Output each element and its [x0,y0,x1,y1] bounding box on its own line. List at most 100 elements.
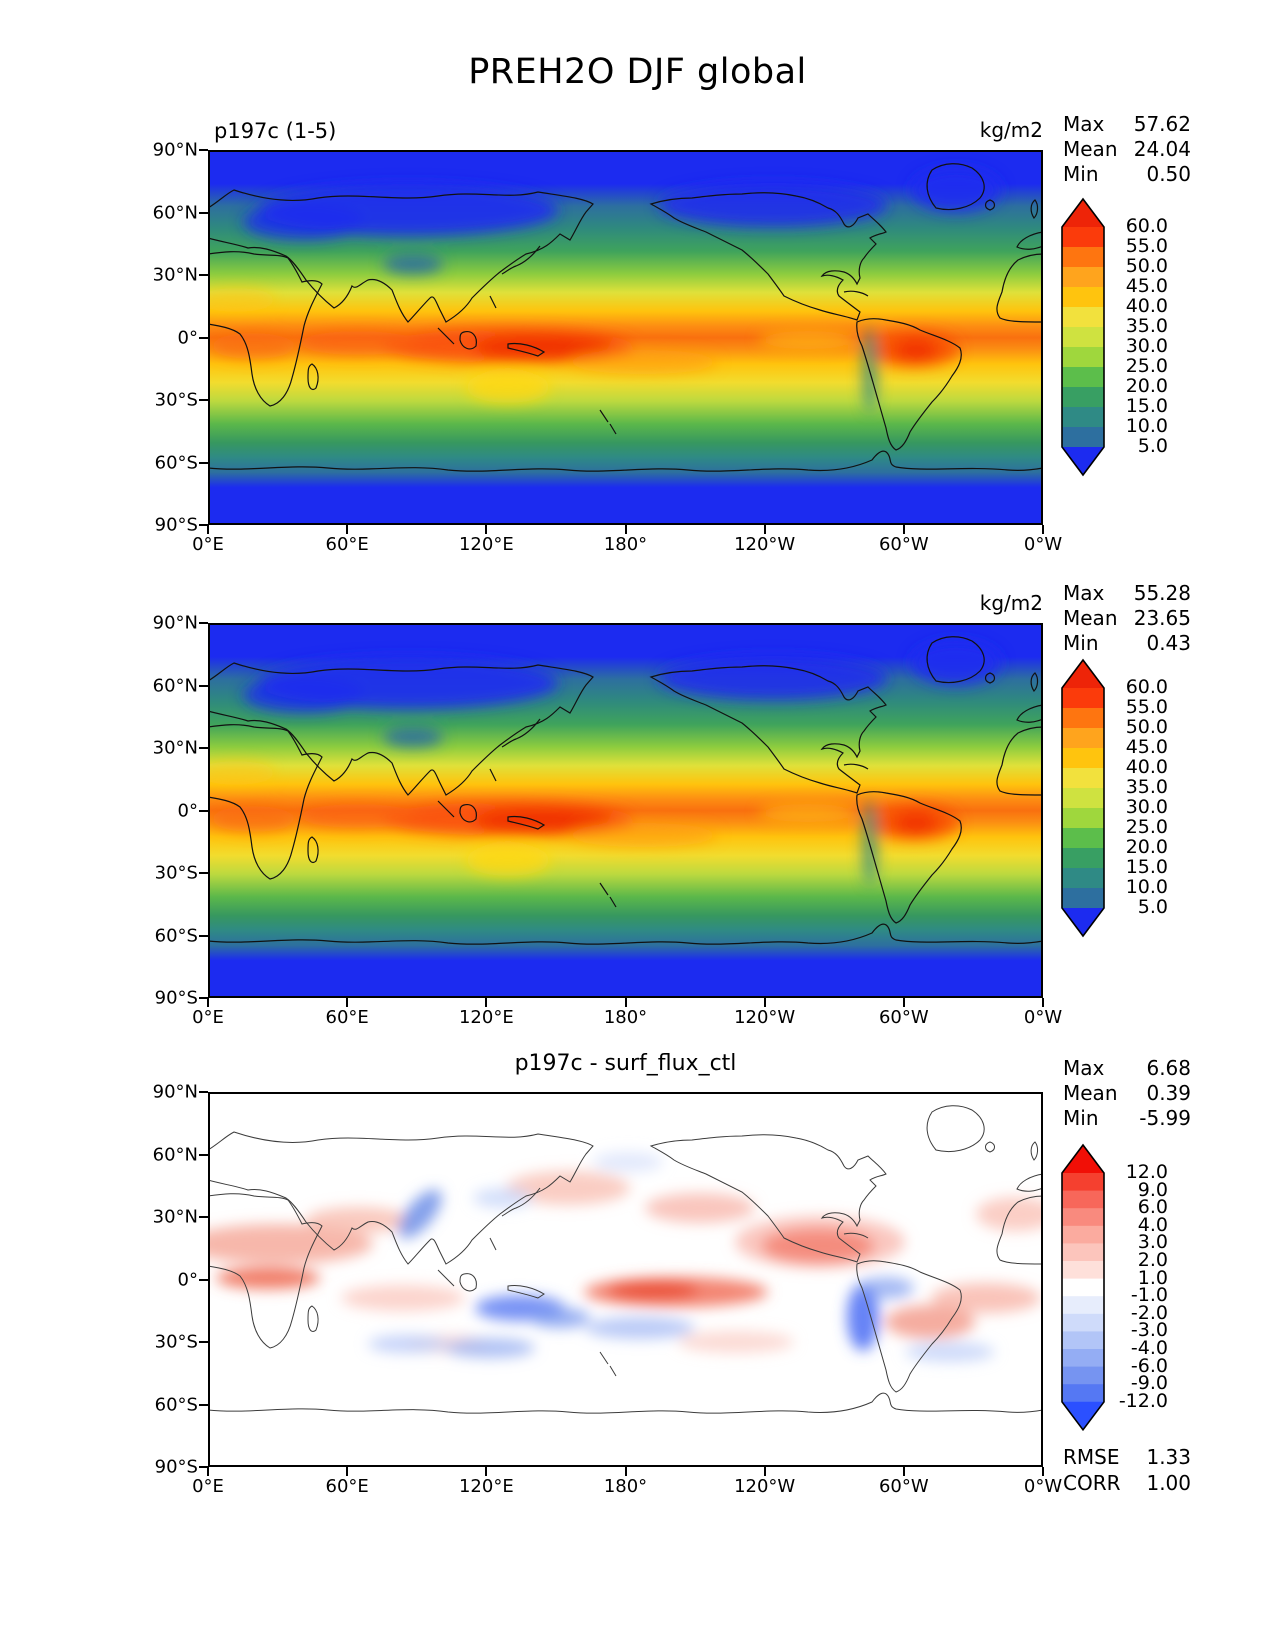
x-tick-label: 60°E [325,534,369,555]
y-tick-label: 0° [177,327,198,348]
panel3-metrics: RMSE 1.33 CORR 1.00 [1063,1444,1191,1496]
x-tick-label: 60°W [878,534,929,555]
colorbar-tick-label: 50.0 [1125,716,1168,738]
colorbar-tick-label: 45.0 [1125,736,1168,758]
map-panel-1: 0°E 60°E 120°E 180° 120°W 60°W 0°W 90°N 60°N 30°N… [153,140,1063,556]
stat-row-max: Max 55.28 [1063,581,1191,606]
colorbar-labels: 60.0 55.0 50.0 45.0 40.0 35.0 30.0 25.0 20.0 15.0… [1106,658,1168,938]
y-tick-mark [199,524,208,526]
colorbar-tick-label: 5.0 [1137,896,1168,918]
x-tick-label: 0°E [192,1476,224,1497]
stat-value: 0.43 [1146,631,1191,655]
colorbar-bar [1061,197,1105,477]
stat-row-mean: Mean 24.04 [1063,137,1191,162]
x-tick-mark [346,1467,349,1476]
x-tick-label: 0°W [1023,1476,1063,1497]
colorbar-tick-label: 25.0 [1125,816,1168,838]
y-tick-mark [199,1153,208,1156]
stat-value: 24.04 [1133,137,1191,161]
y-tick-mark [199,1091,208,1093]
y-tick-mark [199,1403,208,1406]
metric-label: CORR [1063,1471,1121,1495]
x-tick-label: 120°W [734,534,796,555]
x-tick-mark [1042,525,1044,534]
y-tick-label: 60°S [154,1394,198,1415]
stat-label: Max [1063,581,1105,605]
colorbar-tick-label: 2.0 [1137,1249,1168,1271]
panel3-title: p197c - surf_flux_ctl [514,1051,737,1076]
x-tick-label: 0°E [192,1007,224,1028]
metric-row-corr: CORR 1.00 [1063,1470,1191,1496]
colorbar-tick-label: -2.0 [1130,1301,1168,1324]
x-tick-label: 120°E [458,534,514,555]
x-tick-label: 60°W [878,1476,929,1497]
stat-label: Min [1063,631,1099,655]
x-tick-label: 120°E [458,1476,514,1497]
colorbar-tick-label: 45.0 [1125,275,1168,297]
colorbar-tick-label: 12.0 [1125,1161,1168,1183]
y-tick-label: 0° [177,1269,198,1290]
x-tick-mark [763,998,766,1007]
colorbar-tick-label: 10.0 [1125,415,1168,437]
x-tick-label: 180° [603,534,648,555]
x-tick-label: 120°E [458,1007,514,1028]
x-tick-mark [1042,998,1044,1007]
colorbar-tick-label: 55.0 [1125,696,1168,718]
x-tick-mark [902,998,905,1007]
stat-label: Mean [1063,606,1118,630]
colorbar-tick-label: 40.0 [1125,756,1168,778]
y-tick-label: 90°S [154,987,198,1009]
stat-row-max: Max 6.68 [1063,1056,1191,1081]
x-tick-mark [624,1467,627,1476]
y-tick-mark [199,336,208,339]
y-tick-mark [199,461,208,464]
y-tick-mark [199,622,208,624]
x-tick-label: 180° [603,1007,648,1028]
colorbar-tick-label: 60.0 [1125,676,1168,698]
colorbar-tick-label: 15.0 [1125,856,1168,878]
y-tick-label: 90°S [154,1456,198,1478]
metric-row-rmse: RMSE 1.33 [1063,1444,1191,1470]
colorbar-tick-label: 55.0 [1125,235,1168,257]
coastlines [208,1105,1043,1414]
x-tick-mark [207,998,209,1007]
panel1-subtitle: p197c (1-5) [214,119,337,143]
y-tick-label: 30°S [154,1331,198,1353]
y-tick-label: 60°N [152,202,198,223]
x-tick-mark [346,525,349,534]
x-tick-label: 120°W [734,1476,796,1497]
x-tick-label: 0°W [1023,1007,1063,1028]
panel1-units-label: kg/m2 [979,118,1043,142]
colorbar-main-2: 60.0 55.0 50.0 45.0 40.0 35.0 30.0 25.0 20.0 15.0… [1060,658,1168,938]
y-tick-label: 60°S [154,452,198,473]
colorbar-tick-label: 4.0 [1137,1213,1168,1236]
colorbar-tick-label: 20.0 [1125,836,1168,858]
x-tick-label: 120°W [734,1007,796,1028]
colorbar-tick-label: 9.0 [1137,1178,1168,1201]
stat-row-min: Min -5.99 [1063,1106,1191,1131]
colorbar-labels: 12.0 9.0 6.0 4.0 3.0 2.0 1.0 -1.0 -2.0 -3.0 -4.0 -6… [1106,1143,1168,1432]
colorbar-bar [1061,1143,1105,1432]
x-tick-mark [624,525,627,534]
colorbar-labels: 60.0 55.0 50.0 45.0 40.0 35.0 30.0 25.0 20.0 15.0… [1106,197,1168,477]
colorbar-tick-label: 5.0 [1137,435,1168,457]
y-tick-mark [199,274,208,276]
y-tick-label: 0° [177,800,198,821]
y-tick-label: 60°N [152,675,198,696]
y-tick-label: 60°S [154,925,198,946]
stat-value: 55.28 [1133,581,1191,605]
difference-map [208,1092,1043,1467]
stat-label: Min [1063,162,1099,186]
x-tick-label: 60°E [325,1476,369,1497]
colorbar-tick-label: 50.0 [1125,255,1168,277]
colorbar-diff: 12.0 9.0 6.0 4.0 3.0 2.0 1.0 -1.0 -2.0 -3.0 -4.0 -6… [1060,1143,1168,1432]
y-tick-mark [199,399,208,401]
colorbar-tick-label: 35.0 [1125,315,1168,337]
colorbar-tick-label: 30.0 [1125,796,1168,818]
stat-row-min: Min 0.43 [1063,631,1191,656]
stat-value: 6.68 [1146,1056,1191,1080]
y-tick-mark [199,997,208,999]
colorbar-tick-label: -12.0 [1118,1389,1168,1412]
x-tick-mark [485,998,488,1007]
